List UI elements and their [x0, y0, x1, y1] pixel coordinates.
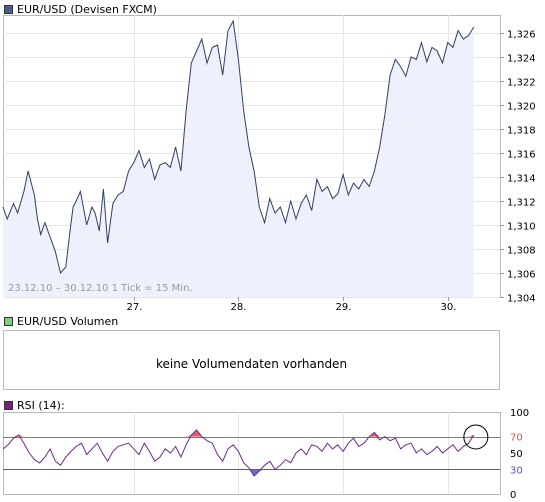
- price-x-tick-label: 30.: [441, 302, 457, 313]
- volume-legend-swatch: [4, 316, 13, 326]
- rsi-legend-label: RSI (14):: [17, 398, 65, 412]
- price-chart: 1,326 1,324 1,322 1,320 1,318 1,316 1,314 1,312…: [2, 15, 536, 313]
- volume-legend: EUR/USD Volumen: [4, 314, 118, 328]
- rsi-legend-swatch: [4, 400, 13, 410]
- rsi-legend: RSI (14):: [4, 398, 65, 412]
- price-y-tick-label: 1,312: [507, 198, 536, 209]
- rsi-y-tick-label: 70: [510, 433, 523, 444]
- price-y-tick-label: 1,326: [507, 30, 536, 41]
- price-x-tick-label: 29.: [336, 302, 352, 313]
- price-y-tick-label: 1,314: [507, 174, 536, 185]
- price-x-tick-label: 28.: [231, 302, 247, 313]
- rsi-y-tick-label: 0: [510, 490, 516, 501]
- rsi-y-tick-label: 100: [510, 408, 529, 419]
- price-range-info: 23.12.10 – 30.12.10 1 Tick = 15 Min.: [8, 283, 193, 294]
- price-y-tick-label: 1,306: [507, 270, 536, 281]
- price-x-tick-label: 27.: [127, 302, 143, 313]
- rsi-series-line: [2, 429, 475, 477]
- price-y-tick-label: 1,308: [507, 246, 536, 257]
- rsi-y-tick-label: 50: [510, 449, 523, 460]
- rsi-highlight-circle: [463, 424, 489, 450]
- price-y-tick-label: 1,318: [507, 126, 536, 137]
- price-y-tick-label: 1,322: [507, 78, 536, 89]
- price-legend-label: EUR/USD (Devisen FXCM): [17, 2, 157, 16]
- volume-empty-message: keine Volumendaten vorhanden: [155, 357, 348, 371]
- volume-panel: keine Volumendaten vorhanden: [3, 330, 500, 390]
- price-area-fill: [3, 21, 474, 297]
- volume-legend-label: EUR/USD Volumen: [17, 314, 119, 328]
- price-y-tick-label: 1,310: [507, 222, 536, 233]
- rsi-overbought-fill: [186, 434, 192, 437]
- price-y-tick-label: 1,320: [507, 102, 536, 113]
- price-series-line: [2, 19, 475, 275]
- price-legend-swatch: [4, 4, 13, 14]
- price-legend: EUR/USD (Devisen FXCM): [4, 2, 157, 16]
- price-y-tick-label: 1,304: [507, 294, 536, 305]
- price-y-tick-label: 1,316: [507, 150, 536, 161]
- price-y-tick-label: 1,324: [507, 54, 536, 65]
- rsi-y-tick-label: 30: [510, 465, 523, 476]
- rsi-chart: 100 70 50 30 0: [2, 408, 529, 501]
